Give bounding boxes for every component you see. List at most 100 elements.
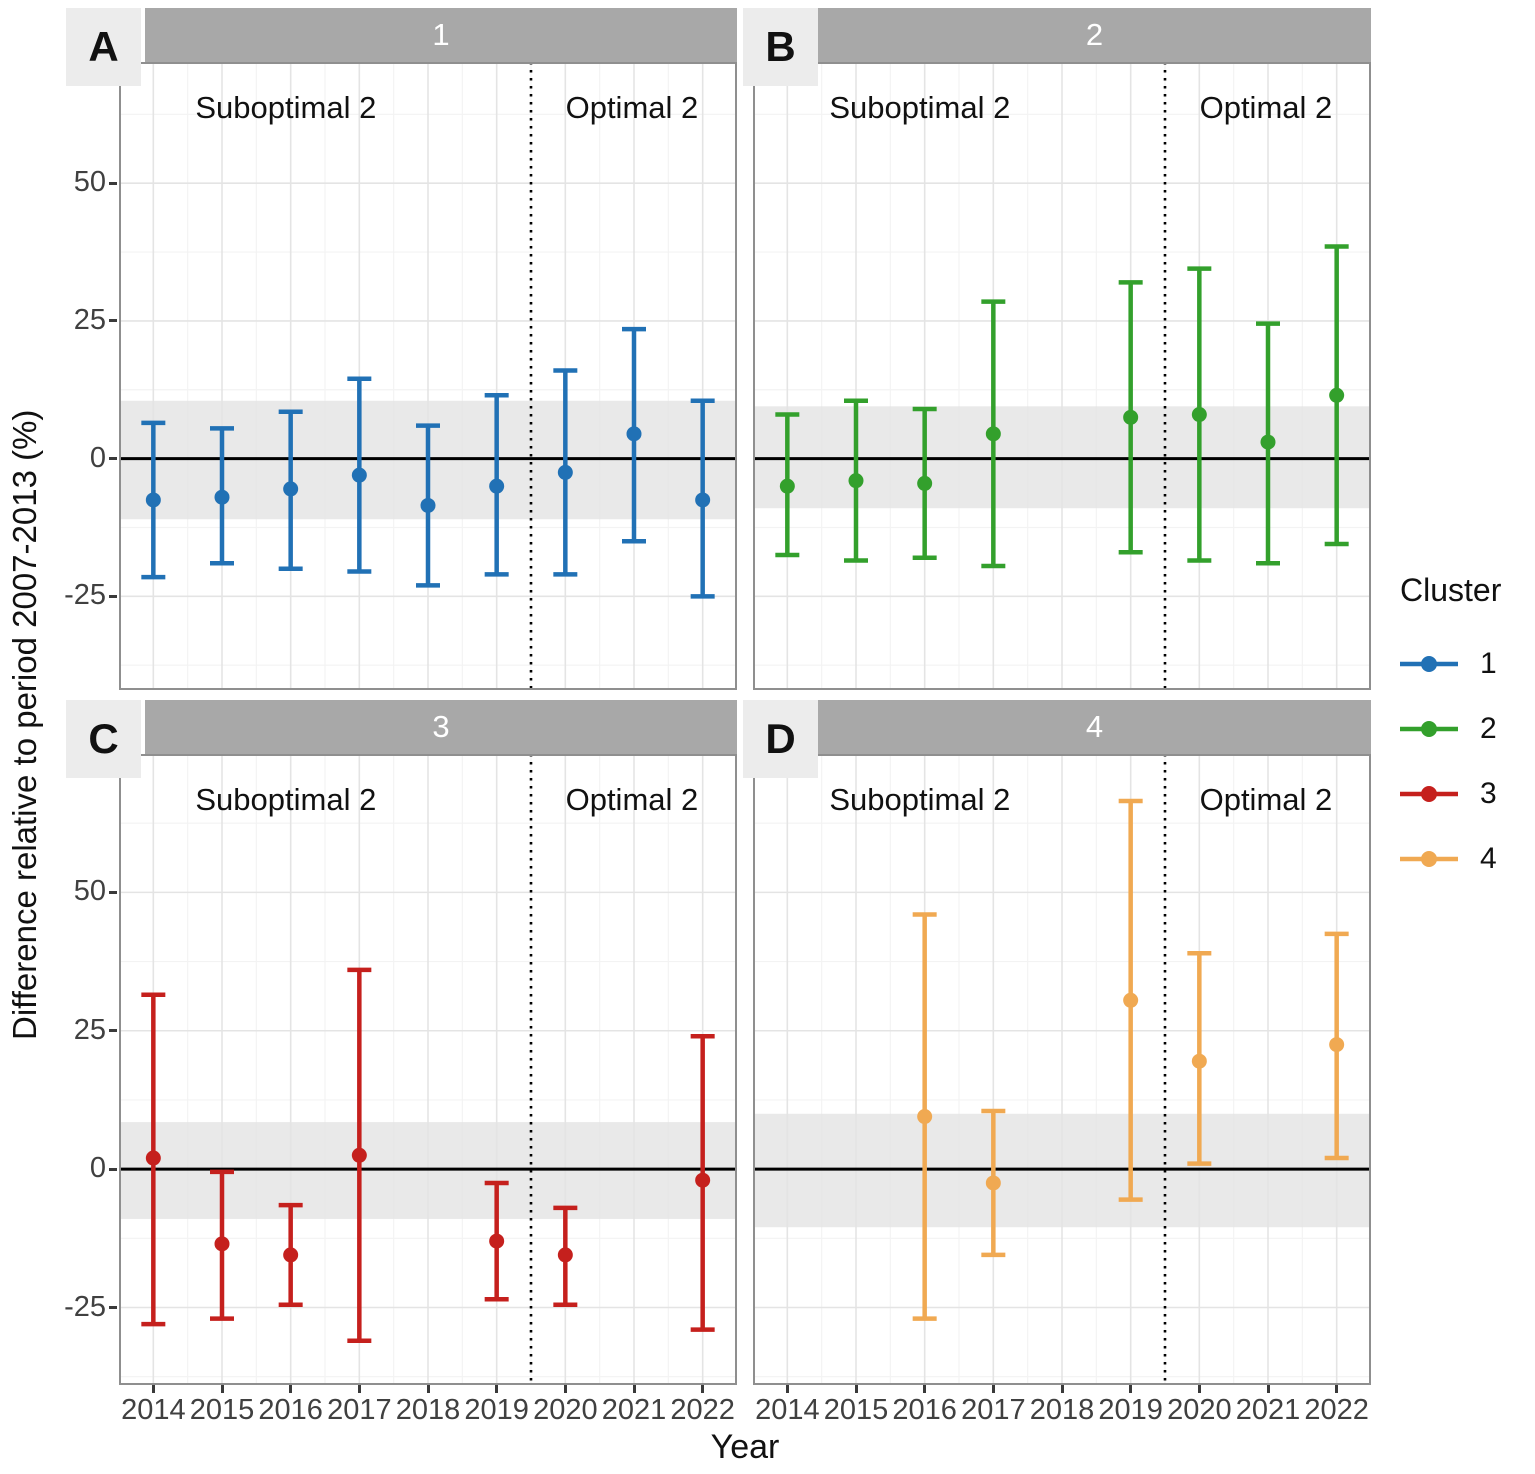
legend-key-point — [1421, 850, 1437, 867]
legend-key-point — [1421, 720, 1437, 737]
point-estimate — [779, 478, 795, 494]
legend-key-icon — [1400, 720, 1458, 737]
error-bar-2014 — [775, 412, 800, 558]
legend-key-point — [1421, 785, 1437, 802]
error-bar-2022 — [1324, 244, 1349, 547]
legend-entry-label: 4 — [1480, 841, 1497, 875]
legend-key-icon — [1400, 785, 1458, 802]
suboptimal-label: Suboptimal 2 — [195, 90, 376, 125]
error-bar-2019 — [484, 1180, 509, 1302]
error-bar-2019 — [1118, 798, 1143, 1202]
error-bar-2020 — [553, 368, 578, 577]
legend-entry-label: 3 — [1480, 776, 1497, 810]
error-bar-2021 — [622, 326, 646, 544]
point-estimate — [985, 426, 1001, 442]
x-tick-mark — [495, 1385, 499, 1393]
legend-entry-label: 2 — [1480, 711, 1497, 745]
error-bar-2016 — [912, 406, 937, 561]
facet-strip-1: 1 — [145, 8, 737, 62]
error-bar-2014 — [141, 420, 166, 580]
point-estimate — [985, 1175, 1001, 1191]
x-tick-label: 2015 — [189, 1394, 255, 1426]
panel-a-plot: Suboptimal 2 Optimal 2 — [119, 62, 737, 690]
x-tick-mark — [1266, 1385, 1270, 1393]
gridlines — [753, 62, 1371, 690]
point-estimate — [283, 1247, 299, 1263]
point-estimate — [917, 1109, 933, 1125]
point-estimate — [351, 1147, 367, 1163]
x-tick-label: 2018 — [1029, 1394, 1095, 1426]
panel-d-plot: Suboptimal 2 Optimal 2 — [753, 754, 1371, 1385]
point-estimate — [283, 481, 299, 497]
point-estimate — [1123, 409, 1139, 425]
optimal-label: Optimal 2 — [566, 90, 699, 125]
point-estimate — [489, 478, 505, 494]
y-tick-label: -25 — [64, 579, 106, 612]
point-estimate — [214, 1236, 230, 1252]
x-tick-mark — [1335, 1385, 1339, 1393]
point-estimate — [1123, 992, 1139, 1008]
x-tick-mark — [289, 1385, 293, 1393]
x-tick-mark — [357, 1385, 361, 1393]
facet-strip-3: 3 — [145, 700, 737, 754]
x-tick-mark — [220, 1385, 224, 1393]
y-tick-label: -25 — [64, 1290, 106, 1323]
x-tick-label: 2020 — [533, 1394, 598, 1426]
gridlines — [119, 62, 737, 690]
optimal-label: Optimal 2 — [1200, 90, 1333, 125]
point-estimate — [557, 1247, 573, 1263]
x-tick-mark — [991, 1385, 995, 1393]
legend-entry-4: 4 — [1398, 826, 1535, 891]
legend-entry-1: 1 — [1398, 631, 1535, 696]
x-tick-label: 2015 — [823, 1394, 889, 1426]
point-estimate — [351, 467, 367, 483]
y-tick-label: 50 — [73, 875, 106, 908]
error-bar-2016 — [278, 409, 303, 572]
point-estimate — [420, 497, 436, 513]
x-tick-mark — [854, 1385, 858, 1393]
panel-tag-c: C — [66, 700, 141, 778]
error-bar-2017 — [347, 376, 372, 574]
point-estimate — [1329, 387, 1345, 403]
error-bar-2022 — [690, 398, 715, 599]
legend-title: Cluster — [1400, 572, 1502, 608]
panel-tag-b: B — [743, 8, 818, 86]
point-estimate — [557, 464, 573, 480]
x-tick-mark — [1129, 1385, 1133, 1393]
panel-tag-d: D — [743, 700, 818, 778]
x-tick-mark — [923, 1385, 927, 1393]
y-tick-mark — [109, 594, 117, 598]
x-tick-label: 2016 — [892, 1394, 957, 1426]
panel-border — [119, 754, 737, 1385]
gridlines — [753, 754, 1371, 1385]
x-tick-mark — [701, 1385, 705, 1393]
legend-key-point — [1421, 655, 1437, 672]
error-bar-2020 — [553, 1205, 578, 1307]
suboptimal-label: Suboptimal 2 — [829, 90, 1010, 125]
y-tick-mark — [109, 890, 117, 894]
error-bar-2019 — [1118, 280, 1143, 555]
error-bar-2021 — [1256, 321, 1280, 566]
legend-key-icon — [1400, 850, 1458, 867]
x-tick-label: 2019 — [464, 1394, 529, 1426]
x-tick-label: 2018 — [395, 1394, 461, 1426]
x-tick-label: 2022 — [670, 1394, 735, 1426]
x-tick-label: 2014 — [121, 1394, 186, 1426]
x-axis-title: Year — [710, 1428, 780, 1466]
point-estimate — [1260, 434, 1276, 450]
error-bar-2022 — [1324, 931, 1349, 1161]
point-estimate — [626, 426, 642, 442]
error-bar-2017 — [981, 299, 1006, 569]
error-bar-2015 — [844, 398, 868, 563]
point-estimate — [917, 475, 933, 491]
error-bar-2019 — [484, 393, 509, 577]
point-estimate — [489, 1233, 505, 1249]
error-bar-2022 — [690, 1034, 715, 1332]
panel-c-plot: Suboptimal 2 Optimal 2 — [119, 754, 737, 1385]
error-bar-2018 — [416, 423, 440, 588]
point-estimate — [1329, 1037, 1345, 1053]
x-tick-mark — [1197, 1385, 1201, 1393]
optimal-label: Optimal 2 — [566, 782, 699, 817]
panel-border — [753, 62, 1371, 690]
gridlines — [119, 754, 737, 1385]
